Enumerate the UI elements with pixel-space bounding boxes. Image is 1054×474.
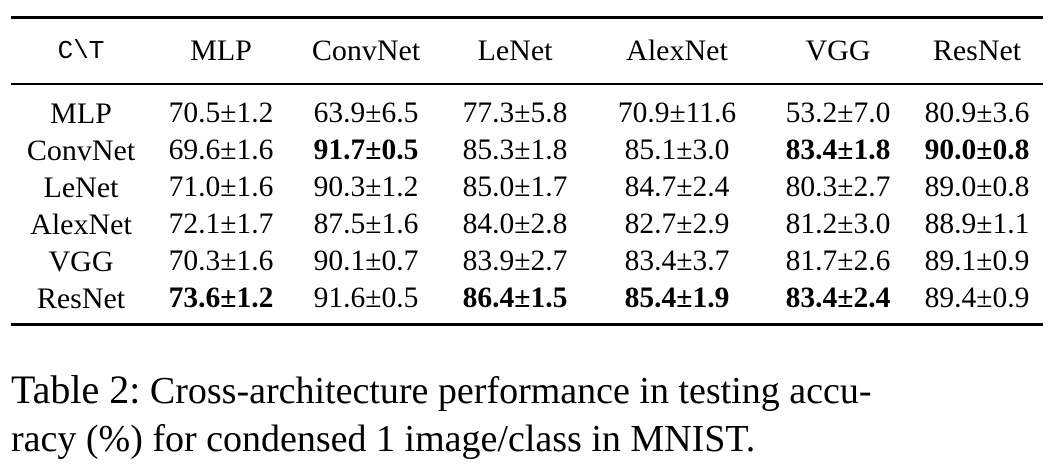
table-cell: 70.5±1.2 [168,97,274,129]
table-row: ConvNet 69.6±1.6 91.7±0.5 85.3±1.8 85.1±3.0 8… [11,132,1043,169]
table-cell: 90.1±0.7 [313,245,419,277]
table-cell: 90.3±1.2 [313,171,419,203]
table-header-rule [11,83,1043,85]
table-row: VGG 70.3±1.6 90.1±0.7 83.9±2.7 83.4±3.7 81.7±… [11,243,1043,280]
table-cell: 53.2±7.0 [785,97,891,129]
table-row: MLP 70.5±1.2 63.9±6.5 77.3±5.8 70.9±11.6 53.2… [11,85,1043,132]
column-header: VGG [805,34,871,67]
table-cell: 85.3±1.8 [462,134,568,166]
table-cell: 84.7±2.4 [624,171,730,203]
row-label: ConvNet [26,134,136,167]
table-cell: 69.6±1.6 [168,134,274,166]
table-cell: 82.7±2.9 [624,208,730,240]
cross-architecture-table-body: MLP 70.5±1.2 63.9±6.5 77.3±5.8 70.9±11.6 53.2… [11,85,1043,323]
table-cell: 89.4±0.9 [924,282,1030,314]
results-table-container: C\T MLP ConvNet LeNet AlexNet VGG ResNet… [11,16,1043,326]
caption-line-1: Table 2: Cross-architecture performance … [11,366,1041,415]
table-cell: 86.4±1.5 [462,282,568,314]
table-cell: 80.9±3.6 [924,97,1030,129]
table-cell: 85.0±1.7 [462,171,568,203]
column-header: ConvNet [311,34,421,67]
table-cell: 72.1±1.7 [168,208,274,240]
table-cell: 90.0±0.8 [924,134,1030,166]
table-cell: 83.4±2.4 [785,282,891,314]
row-label: LeNet [43,171,119,204]
table-cell: 80.3±2.7 [785,171,891,203]
table-cell: 88.9±1.1 [924,208,1030,240]
table-cell: 85.4±1.9 [624,282,730,314]
table-cell: 70.3±1.6 [168,245,274,277]
table-cell: 83.4±1.8 [785,134,891,166]
table-cell: 63.9±6.5 [313,97,419,129]
column-header: AlexNet [626,34,728,67]
table-cell: 71.0±1.6 [168,171,274,203]
caption-text-1: Cross-architecture performance in testin… [149,370,872,412]
cross-architecture-table: C\T MLP ConvNet LeNet AlexNet VGG ResNet [11,19,1043,83]
column-header: ResNet [932,34,1022,67]
corner-label: C\T [57,36,105,66]
table-cell: 91.7±0.5 [313,134,419,166]
table-cell: 89.1±0.9 [924,245,1030,277]
caption-line-2: racy (%) for condensed 1 image/class in … [11,418,756,460]
header-row: C\T MLP ConvNet LeNet AlexNet VGG ResNet [11,19,1043,83]
table-cell: 77.3±5.8 [462,97,568,129]
table-cell: 70.9±11.6 [617,97,737,129]
table-cell: 81.2±3.0 [785,208,891,240]
row-label: VGG [48,245,114,278]
column-header: MLP [190,34,252,67]
table-row: AlexNet 72.1±1.7 87.5±1.6 84.0±2.8 82.7±2.9 8… [11,206,1043,243]
row-label: AlexNet [30,208,132,241]
row-label: ResNet [36,282,126,315]
table-caption: Table 2: Cross-architecture performance … [11,366,1041,463]
table-bottom-rule [11,323,1043,326]
table-cell: 85.1±3.0 [624,134,730,166]
table-row: ResNet 73.6±1.2 91.6±0.5 86.4±1.5 85.4±1.9 83… [11,280,1043,323]
row-label: MLP [50,97,112,130]
table-cell: 84.0±2.8 [462,208,568,240]
table-cell: 83.4±3.7 [624,245,730,277]
caption-number: Table 2: [11,367,141,412]
table-cell: 91.6±0.5 [313,282,419,314]
table-top-rule [11,16,1043,19]
table-cell: 83.9±2.7 [462,245,568,277]
table-cell: 89.0±0.8 [924,171,1030,203]
table-cell: 87.5±1.6 [313,208,419,240]
table-cell: 73.6±1.2 [168,282,274,314]
table-cell: 81.7±2.6 [785,245,891,277]
column-header: LeNet [477,34,553,67]
table-row: LeNet 71.0±1.6 90.3±1.2 85.0±1.7 84.7±2.4 80.… [11,169,1043,206]
